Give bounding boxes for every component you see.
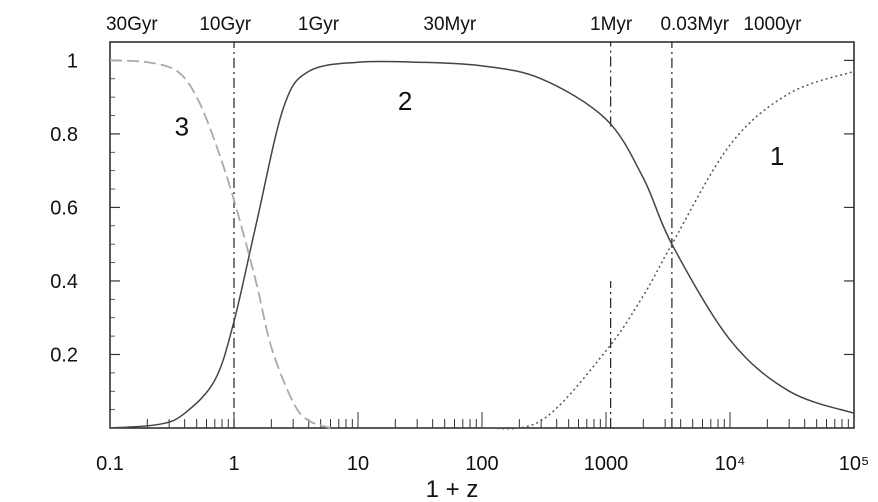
x-tick-label: 0.1 xyxy=(96,453,124,475)
series-line-3 xyxy=(109,59,331,429)
x-tick-label: 100 xyxy=(465,453,498,475)
top-age-label: 1000yr xyxy=(743,14,802,35)
curve-label-2: 2 xyxy=(398,86,412,116)
y-tick-label: 0.4 xyxy=(50,271,78,293)
top-age-label: 1Myr xyxy=(590,14,633,35)
y-tick-labels: 0.2 0.4 0.6 0.8 1 xyxy=(50,50,78,366)
y-tick-label: 1 xyxy=(67,50,78,72)
x-tick-label: 10⁴ xyxy=(715,453,746,475)
top-age-label: 30Myr xyxy=(423,14,476,35)
top-age-label: 30Gyr xyxy=(106,14,158,35)
curve-labels: 3 2 1 xyxy=(175,86,785,171)
curve-label-1: 1 xyxy=(770,141,784,171)
top-age-label: 1Gyr xyxy=(298,14,340,35)
series-line-1 xyxy=(481,70,855,430)
x-axis-label: 1 + z xyxy=(426,476,479,502)
y-tick-label: 0.2 xyxy=(50,344,78,366)
top-age-labels: 30Gyr 10Gyr 1Gyr 30Myr 1Myr 0.03Myr 1000yr xyxy=(106,14,802,35)
x-tick-label: 10⁵ xyxy=(839,453,870,475)
y-tick-label: 0.6 xyxy=(50,197,78,219)
vertical-reference-lines xyxy=(233,42,673,428)
minor-ticks xyxy=(109,59,854,428)
y-tick-label: 0.8 xyxy=(50,124,78,146)
x-tick-labels: 0.1 1 10 100 1000 10⁴ 10⁵ xyxy=(96,453,869,475)
top-age-label: 0.03Myr xyxy=(660,14,729,35)
series-group xyxy=(109,59,855,430)
plot-frame xyxy=(109,41,855,429)
series-line-2 xyxy=(109,60,855,429)
top-age-label: 10Gyr xyxy=(199,14,251,35)
x-tick-label: 1000 xyxy=(584,453,629,475)
x-tick-label: 1 xyxy=(228,453,239,475)
x-tick-label: 10 xyxy=(347,453,369,475)
curve-label-3: 3 xyxy=(175,112,189,142)
